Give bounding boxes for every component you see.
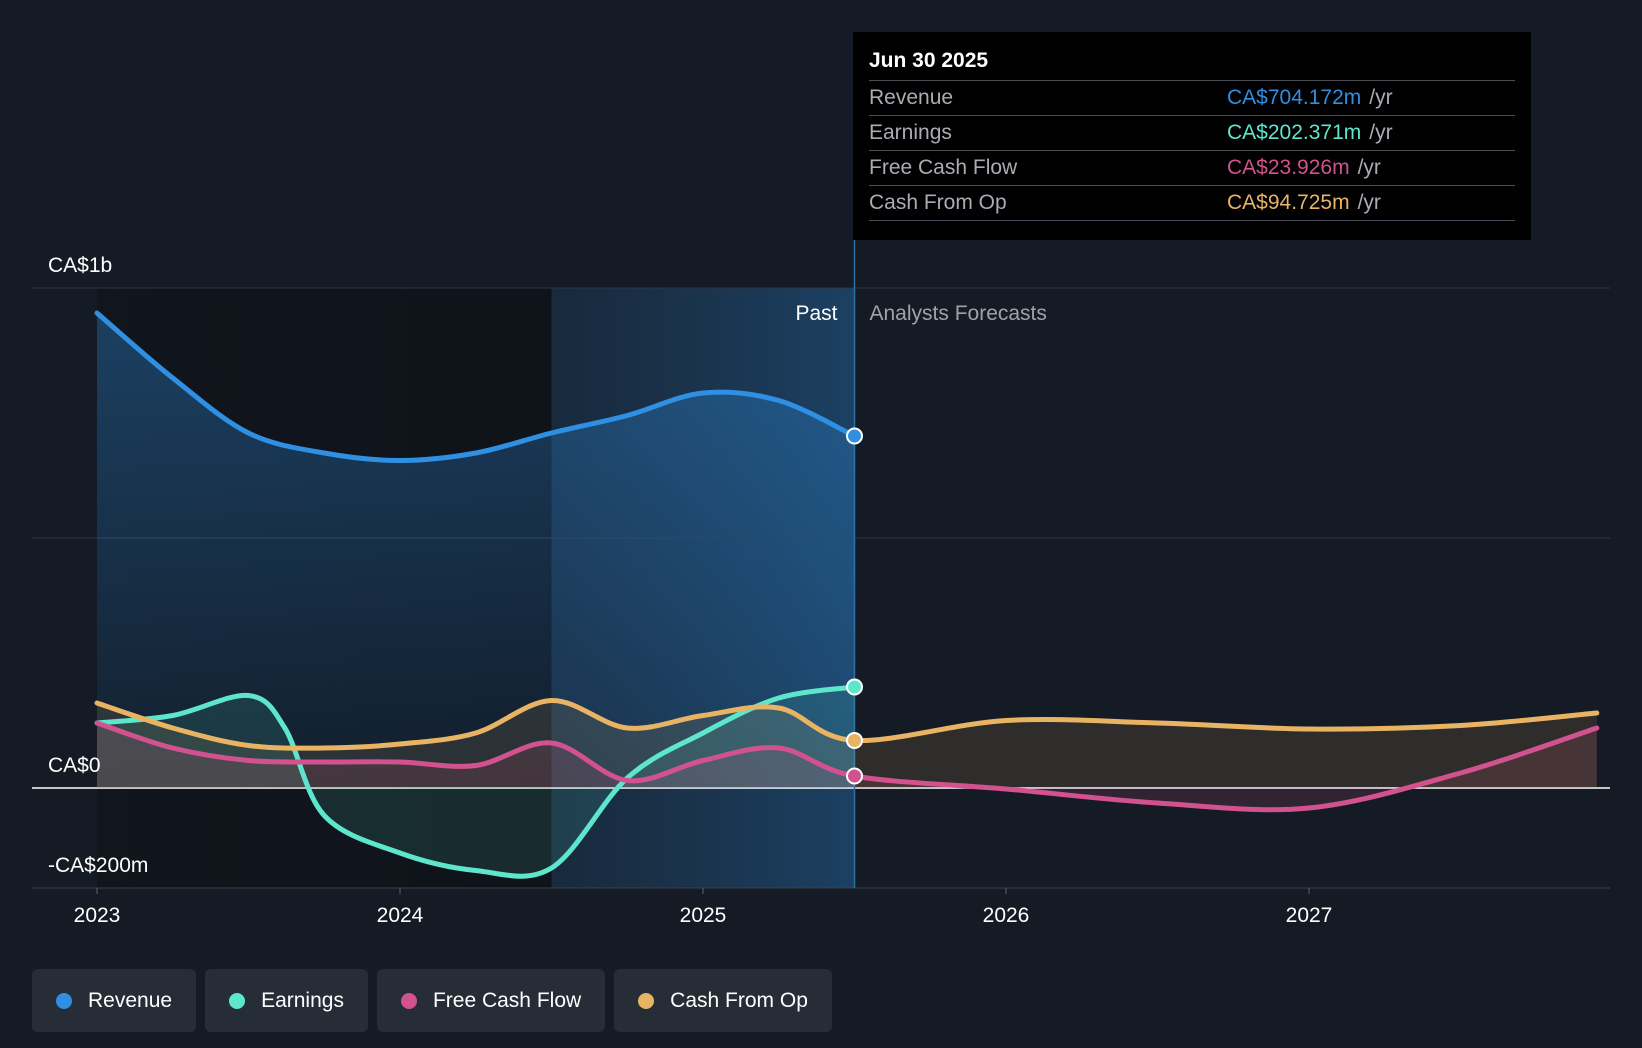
y-tick-label: CA$1b (48, 254, 112, 277)
earnings-marker (846, 678, 863, 696)
earnings-line (94, 684, 857, 879)
tooltip-unit: /yr (1357, 191, 1381, 214)
x-tick-label: 2027 (1286, 904, 1333, 927)
x-tick-label: 2026 (983, 904, 1030, 927)
legend-item-free-cash-flow[interactable]: Free Cash Flow (376, 969, 606, 1032)
legend-item-earnings[interactable]: Earnings (205, 969, 368, 1032)
financials-chart: CA$1b CA$0 -CA$200m Past Analysts Forecasts 2… (32, 240, 1610, 927)
legend-label: Cash From Op (670, 988, 808, 1012)
legend-label: Revenue (88, 988, 173, 1012)
y-tick-label: CA$0 (48, 754, 101, 777)
legend-label: Earnings (261, 988, 344, 1012)
legend-item-cash-from-op[interactable]: Cash From Op (614, 969, 832, 1032)
tooltip-row-cash-from-op: Cash From Op CA$94.725m /yr (869, 185, 1515, 221)
tooltip-date: Jun 30 2025 (869, 49, 989, 72)
free-cash-flow-area (97, 723, 1597, 810)
revenue-area (97, 313, 855, 788)
legend-label: Free Cash Flow (432, 988, 582, 1012)
tooltip-unit: /yr (1357, 156, 1381, 179)
cash-from-op-line (94, 697, 1600, 751)
tooltip-row-revenue: Revenue CA$704.172m /yr (869, 80, 1515, 115)
legend-dot-icon (638, 992, 655, 1009)
cash-from-op-marker (846, 732, 863, 749)
legend-dot-icon (229, 992, 246, 1009)
x-tick-label: 2024 (377, 904, 424, 927)
legend-dot-icon (56, 992, 72, 1009)
revenue-marker (846, 427, 863, 445)
tooltip-row-earnings: Earnings CA$202.371m /yr (869, 115, 1515, 150)
past-label: Past (795, 302, 837, 325)
y-tick-label: -CA$200m (48, 854, 148, 877)
legend-dot-icon (400, 992, 417, 1009)
tooltip-value: CA$94.725m (1227, 191, 1350, 214)
revenue-line (94, 310, 857, 464)
tooltip-label: Free Cash Flow (869, 156, 1018, 179)
tooltip-row-free-cash-flow: Free Cash Flow CA$23.926m /yr (869, 150, 1515, 185)
tooltip-value: CA$23.926m (1227, 156, 1350, 179)
tooltip-label: Cash From Op (869, 191, 1007, 214)
tooltip-unit: /yr (1369, 121, 1393, 144)
tooltip-label: Earnings (869, 121, 952, 144)
legend-item-revenue[interactable]: Revenue (32, 969, 197, 1032)
x-tick-label: 2025 (680, 904, 727, 927)
x-tick-label: 2023 (74, 904, 121, 927)
tooltip-value: CA$704.172m (1227, 86, 1362, 109)
chart-legend: Revenue Earnings Free Cash Flow Cash Fro… (32, 969, 832, 1032)
free-cash-flow-line (94, 720, 1600, 813)
tooltip-label: Revenue (869, 86, 954, 109)
tooltip-unit: /yr (1369, 86, 1393, 109)
forecast-label: Analysts Forecasts (870, 302, 1047, 325)
free-cash-flow-marker (846, 767, 863, 785)
chart-tooltip: Jun 30 2025 Revenue CA$704.172m /yr Earn… (853, 32, 1531, 240)
tooltip-value: CA$202.371m (1227, 121, 1362, 144)
